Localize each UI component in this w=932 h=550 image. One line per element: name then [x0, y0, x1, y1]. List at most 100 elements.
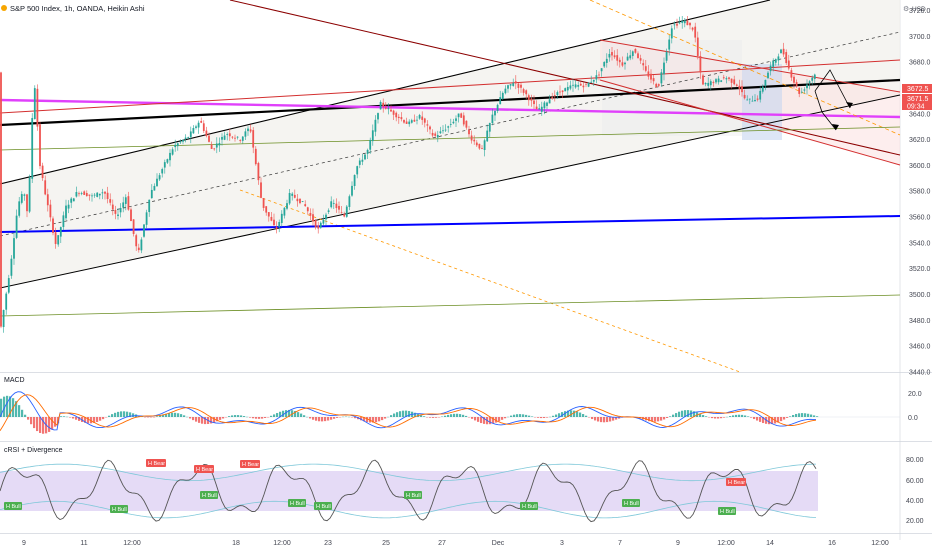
arrow-head-down [832, 124, 839, 130]
candle-body [764, 79, 767, 86]
candle-body [148, 199, 151, 213]
macd-bar [693, 411, 696, 417]
macd-bar [363, 417, 366, 422]
candle-body [369, 139, 372, 150]
blue-support-line [0, 215, 901, 233]
macd-bar [273, 414, 276, 417]
candle-body [540, 106, 543, 112]
macd-bar [684, 410, 687, 417]
macd-bar [738, 414, 741, 417]
candle-body [553, 94, 556, 96]
time-tick-label: 7 [618, 540, 622, 547]
candle-body [223, 135, 226, 140]
crsi-line [0, 459, 817, 523]
macd-bar [453, 413, 456, 417]
macd-bar [6, 395, 9, 417]
macd-bar [792, 414, 795, 417]
candle-body [751, 100, 754, 102]
candle-body [270, 216, 273, 221]
price-tick-label: 3720.0 [909, 8, 931, 15]
candle-body [208, 135, 210, 142]
candle-body [23, 194, 26, 196]
macd-bar [666, 417, 669, 418]
candle-body [348, 196, 351, 207]
candle-body [613, 55, 616, 58]
macd-bar [375, 417, 378, 423]
macd-bar [201, 417, 204, 424]
macd-bar [570, 410, 573, 417]
macd-bar [132, 413, 135, 417]
candle-body [657, 84, 660, 86]
red-rising-line [0, 59, 901, 114]
candle-body [691, 27, 694, 30]
macd-bar [705, 416, 708, 417]
candle-body [330, 201, 333, 208]
candle-body [670, 28, 673, 39]
candle-body [566, 86, 569, 91]
macd-bar [537, 417, 540, 418]
candle-body [59, 227, 62, 237]
candle-body [49, 204, 52, 218]
candle-body [291, 193, 294, 196]
macd-bar [678, 411, 681, 417]
candle-body [543, 102, 546, 109]
macd-bar [366, 417, 369, 423]
macd-bar [516, 414, 519, 417]
candle-body [460, 113, 463, 118]
bull-marker [314, 502, 332, 510]
candle-body [314, 219, 317, 228]
candle-body [137, 247, 140, 251]
macd-bar [213, 417, 216, 423]
candle-body [189, 131, 192, 138]
macd-bar [114, 412, 117, 417]
symbol-title: S&P 500 Index, 1h, OANDA, Heikin Ashi [10, 4, 145, 13]
macd-bar [813, 415, 816, 417]
macd-bar [261, 417, 264, 419]
candle-body [530, 98, 533, 101]
candle-body [197, 122, 200, 128]
candle-body [455, 118, 457, 121]
candle-body [556, 92, 559, 96]
time-tick-label: 9 [22, 540, 26, 547]
bull-marker-label: H Bull [112, 507, 127, 513]
olive-line-lower [0, 294, 901, 317]
macd-bar [816, 416, 819, 417]
time-tick-label: 11 [80, 540, 87, 547]
time-tick-label: Dec [492, 540, 505, 547]
settings-gear-icon[interactable]: ⚙ [903, 5, 909, 13]
candle-body [806, 84, 808, 89]
candle-body [465, 120, 468, 128]
candle-body [301, 201, 304, 202]
candle-body [390, 109, 392, 112]
candle-body [712, 82, 715, 84]
candle-body [509, 84, 512, 86]
macd-bar [303, 415, 306, 417]
candle-body [111, 204, 114, 210]
time-tick-label: 14 [766, 540, 774, 547]
candle-body [57, 235, 60, 245]
candle-body [600, 68, 603, 72]
candle-body [483, 140, 486, 151]
candle-body [114, 209, 117, 214]
price-tick-label: 3500.0 [909, 292, 931, 299]
macd-bar [312, 417, 315, 420]
candle-body [306, 207, 309, 212]
candle-body [491, 114, 494, 124]
macd-bar [723, 417, 726, 418]
bull-marker [288, 499, 306, 507]
candle-body [582, 85, 585, 88]
price-tick-label: 3620.0 [909, 137, 931, 144]
candle-body [793, 76, 795, 83]
macd-bar [789, 416, 792, 417]
candle-body [299, 198, 301, 204]
candle-body [608, 53, 611, 58]
macd-bar [477, 417, 480, 422]
macd-bar [288, 409, 291, 417]
time-axis: 9 11 12:00 18 12:00 23 25 27 Dec 3 7 9 12:00 14 16 12:0… [22, 540, 889, 547]
macd-bar [405, 410, 408, 417]
macd-bar [465, 415, 468, 417]
macd-bar [51, 417, 54, 430]
candle-body [520, 84, 522, 88]
candle-body [616, 55, 619, 61]
candle-body [260, 182, 262, 198]
